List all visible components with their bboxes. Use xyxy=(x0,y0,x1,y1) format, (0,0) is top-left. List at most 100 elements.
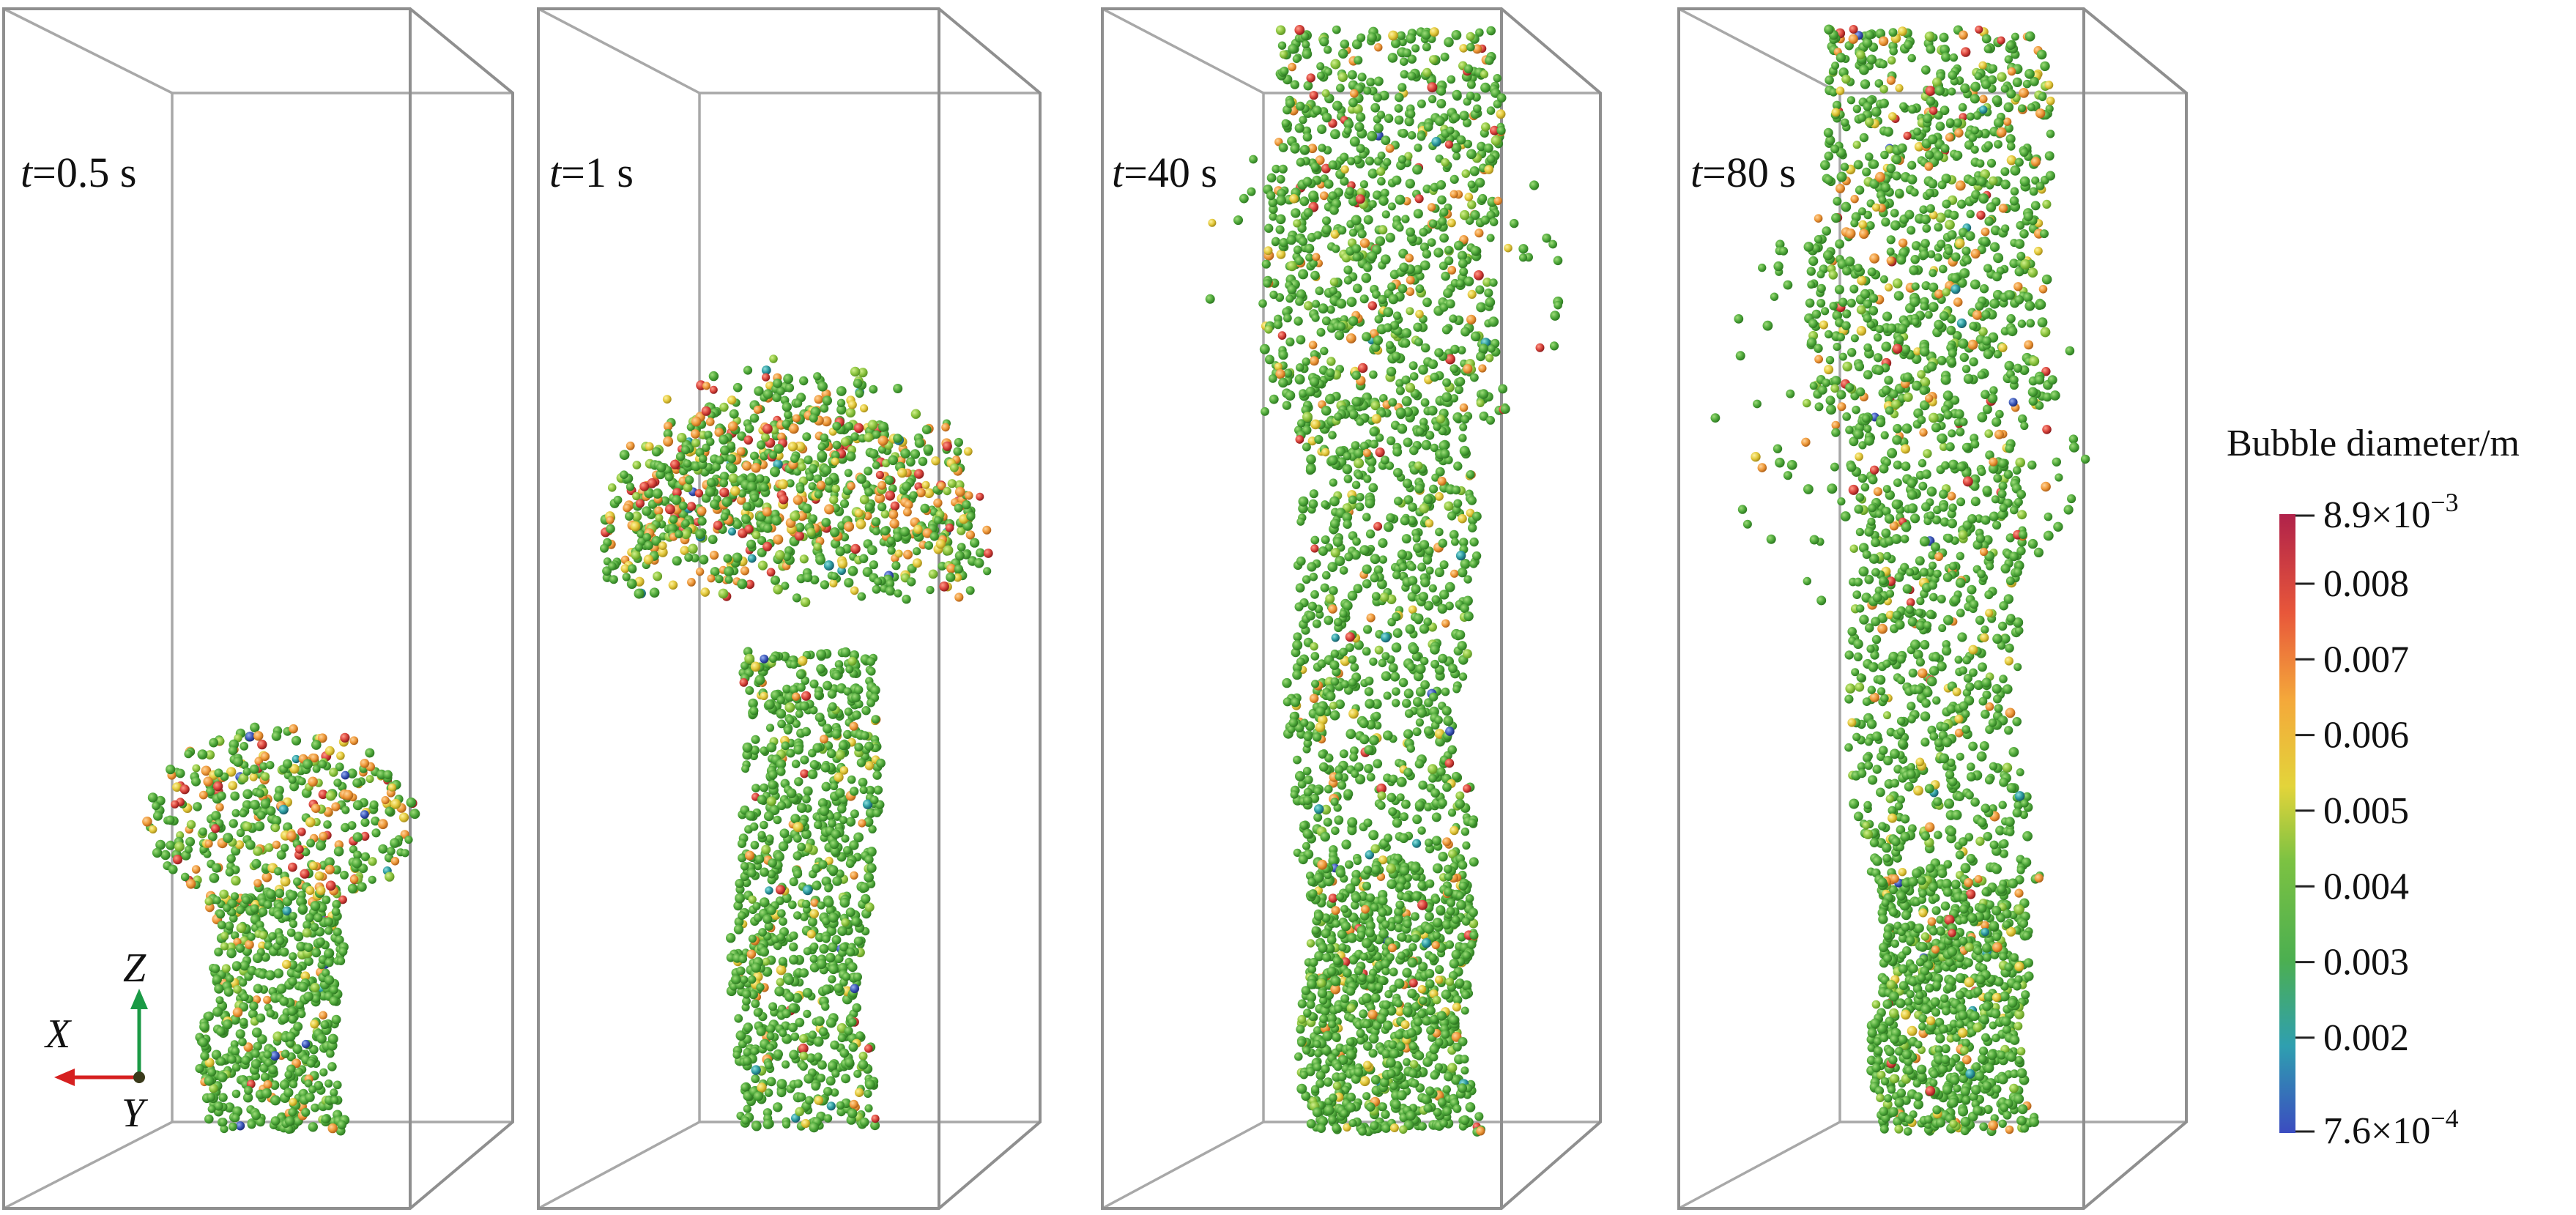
bubble xyxy=(1359,238,1370,248)
bubble xyxy=(258,970,267,979)
bubble xyxy=(793,399,803,408)
bubble xyxy=(1378,225,1388,235)
bubble xyxy=(937,482,946,491)
bubble xyxy=(720,512,729,521)
bubble xyxy=(1466,149,1477,160)
bubble xyxy=(1348,708,1359,719)
bubble xyxy=(713,520,723,530)
bubble xyxy=(303,992,313,1002)
bubble xyxy=(751,962,762,973)
bubble xyxy=(1296,101,1305,111)
bubble xyxy=(768,654,778,663)
bubble xyxy=(853,1069,862,1078)
bubble xyxy=(946,563,957,573)
bubble xyxy=(813,1036,824,1047)
bubble xyxy=(1277,188,1286,198)
bubble xyxy=(1496,126,1506,135)
bubble xyxy=(263,995,272,1004)
bubble xyxy=(1418,592,1428,602)
bubble xyxy=(1436,86,1447,96)
bubble xyxy=(387,847,396,855)
bubble xyxy=(1462,841,1471,850)
bubble xyxy=(1356,1028,1365,1038)
bubble xyxy=(774,986,785,997)
bubble xyxy=(1317,659,1326,669)
bubble xyxy=(1398,562,1408,572)
bubble xyxy=(687,578,696,587)
bubble xyxy=(1300,31,1310,40)
bubble xyxy=(1328,191,1337,201)
bubble xyxy=(1369,735,1379,746)
bubble xyxy=(812,863,821,873)
bubble xyxy=(1414,338,1423,346)
bubble xyxy=(214,947,223,956)
bubble xyxy=(317,733,327,743)
bubble xyxy=(849,1099,858,1109)
bubble xyxy=(1311,313,1320,322)
bubble xyxy=(1469,918,1479,929)
bubble xyxy=(1306,939,1315,948)
bubble xyxy=(260,798,271,809)
bubble xyxy=(1378,294,1387,305)
bubble xyxy=(1323,1077,1333,1087)
bubble xyxy=(706,478,716,488)
bubble xyxy=(368,857,377,866)
bubble xyxy=(830,572,839,581)
bubble xyxy=(1395,92,1404,103)
bubble xyxy=(864,902,875,913)
bubble xyxy=(1381,1110,1390,1119)
bubble xyxy=(729,409,739,419)
bubble xyxy=(1278,377,1288,388)
bubble xyxy=(310,923,319,932)
bubble xyxy=(1355,194,1365,204)
bubble xyxy=(1334,815,1344,825)
bubble xyxy=(1529,180,1540,190)
bubble xyxy=(302,847,311,857)
bubble xyxy=(853,423,864,434)
bubble xyxy=(1318,546,1328,556)
bubble xyxy=(319,1011,327,1020)
bubble xyxy=(762,541,773,551)
bubble xyxy=(280,876,291,887)
bubble xyxy=(762,389,773,399)
bubble xyxy=(1362,332,1372,342)
bubble xyxy=(294,1067,304,1077)
bubble xyxy=(853,936,864,946)
bubble xyxy=(369,800,379,810)
bubble xyxy=(606,524,615,534)
bubble xyxy=(1367,465,1376,474)
bubble xyxy=(786,716,795,724)
bubble xyxy=(1359,1009,1368,1019)
bubble xyxy=(1450,174,1459,184)
bubble xyxy=(1362,1092,1371,1101)
bubble xyxy=(1356,112,1366,122)
bubble xyxy=(875,470,884,480)
bubble xyxy=(322,968,330,977)
bubble xyxy=(720,445,730,456)
bubble xyxy=(293,1022,303,1032)
bubble xyxy=(1393,467,1403,478)
panel-1-box xyxy=(2,7,514,1210)
bubble xyxy=(928,569,938,579)
bubble xyxy=(1366,773,1376,782)
bubble xyxy=(1351,480,1361,489)
bubble xyxy=(1467,180,1476,189)
bubble xyxy=(721,497,732,508)
bubble xyxy=(1423,122,1433,132)
bubble xyxy=(1389,967,1398,977)
bubble xyxy=(870,1121,880,1131)
bubble xyxy=(1417,826,1426,835)
bubble xyxy=(1302,132,1313,142)
bubble xyxy=(259,931,268,940)
bubble xyxy=(289,912,297,921)
bubble xyxy=(779,917,787,926)
bubble xyxy=(809,1122,820,1133)
bubble xyxy=(211,1049,222,1060)
bubble xyxy=(776,387,785,395)
bubble xyxy=(1412,696,1423,707)
bubble xyxy=(225,867,234,877)
bubble xyxy=(847,400,857,409)
bubble xyxy=(333,927,342,937)
bubble xyxy=(781,741,790,751)
bubble xyxy=(324,948,333,959)
